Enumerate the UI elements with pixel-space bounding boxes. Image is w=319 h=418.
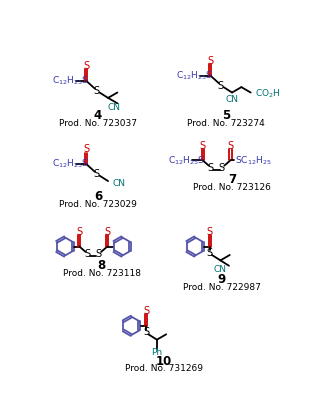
Text: CN: CN [107,103,120,112]
Text: S: S [104,227,110,237]
Text: C$_{12}$H$_{25}$S: C$_{12}$H$_{25}$S [51,158,88,171]
Text: Prod. No. 723118: Prod. No. 723118 [63,269,141,278]
Text: S: S [93,86,100,96]
Text: 10: 10 [156,355,172,368]
Text: SC$_{12}$H$_{25}$: SC$_{12}$H$_{25}$ [235,154,272,166]
Text: S: S [206,227,213,237]
Text: 8: 8 [98,259,106,272]
Text: 6: 6 [94,190,102,203]
Text: S: S [207,56,213,66]
Text: S: S [200,140,206,150]
Text: S: S [95,249,101,259]
Text: Ph: Ph [151,348,162,357]
Text: Prod. No. 723029: Prod. No. 723029 [59,200,137,209]
Text: 4: 4 [94,109,102,122]
Text: S: S [207,163,213,173]
Text: S: S [83,61,89,71]
Text: S: S [206,248,213,257]
Text: CN: CN [226,95,239,104]
Text: 5: 5 [222,109,230,122]
Text: Prod. No. 723274: Prod. No. 723274 [187,119,265,128]
Text: Prod. No. 723126: Prod. No. 723126 [193,183,271,192]
Text: C$_{12}$H$_{25}$S: C$_{12}$H$_{25}$S [168,154,205,166]
Text: S: S [217,81,224,91]
Text: S: S [83,145,89,155]
Text: Prod. No. 723037: Prod. No. 723037 [59,119,137,128]
Text: C$_{12}$H$_{25}$S: C$_{12}$H$_{25}$S [51,75,88,87]
Text: S: S [93,169,100,179]
Text: S: S [143,327,149,337]
Text: 7: 7 [228,173,236,186]
Text: C$_{12}$H$_{25}$S: C$_{12}$H$_{25}$S [175,69,212,82]
Text: Prod. No. 731269: Prod. No. 731269 [125,364,203,373]
Text: S: S [218,163,224,173]
Text: S: S [143,306,149,316]
Text: 9: 9 [218,273,226,286]
Text: CN: CN [113,179,126,188]
Text: CN: CN [214,265,227,274]
Text: Prod. No. 722987: Prod. No. 722987 [183,283,261,292]
Text: S: S [84,249,90,259]
Text: S: S [227,140,234,150]
Text: CO$_2$H: CO$_2$H [255,87,281,99]
Text: S: S [76,227,83,237]
